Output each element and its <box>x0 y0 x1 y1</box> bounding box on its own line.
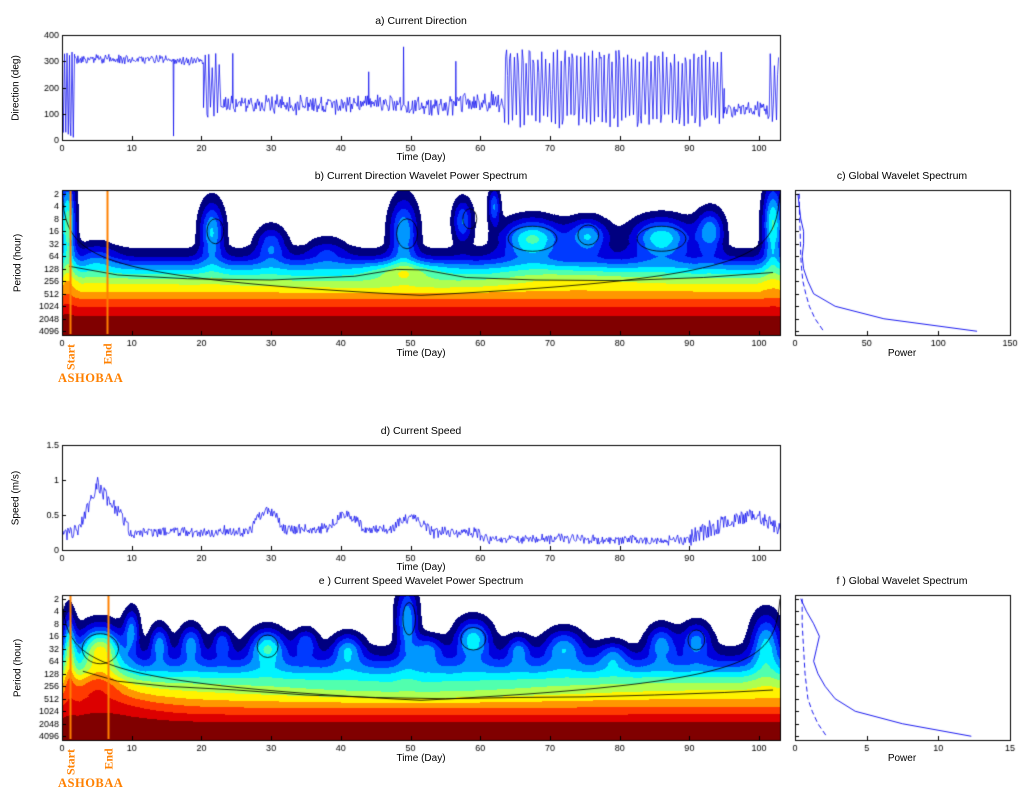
panel-c-xlabel: Power <box>887 348 917 359</box>
panel-c-title: c) Global Wavelet Spectrum <box>836 170 968 182</box>
panel-d-title: d) Current Speed <box>380 425 462 437</box>
panel-e-ylabel: Period (hour) <box>12 638 24 698</box>
panel-a-ylabel: Direction (deg) <box>10 55 22 121</box>
panel-b-start-marker-label: Start <box>63 344 78 370</box>
panel-b-end-marker-label: End <box>100 343 115 365</box>
panel-a-title: a) Current Direction <box>375 15 467 27</box>
panel-e-campaign-label: ASHOBAA <box>58 776 124 790</box>
panel-b-campaign-label: ASHOBAA <box>58 371 124 385</box>
panel-b-title: b) Current Direction Wavelet Power Spect… <box>314 170 528 182</box>
panel-b-xlabel: Time (Day) <box>396 348 446 359</box>
panel-d-ylabel: Speed (m/s) <box>10 470 22 526</box>
panel-e-end-marker-label: End <box>101 748 116 770</box>
panel-f-title: f ) Global Wavelet Spectrum <box>836 575 968 587</box>
panel-e-start-marker-label: Start <box>63 749 78 775</box>
panel-e-title: e ) Current Speed Wavelet Power Spectrum <box>318 575 524 587</box>
panel-f-xlabel: Power <box>887 753 917 764</box>
panel-d-xlabel: Time (Day) <box>396 562 446 573</box>
panel-a-xlabel: Time (Day) <box>396 152 446 163</box>
panel-e-xlabel: Time (Day) <box>396 753 446 764</box>
panel-b-ylabel: Period (hour) <box>12 233 24 293</box>
